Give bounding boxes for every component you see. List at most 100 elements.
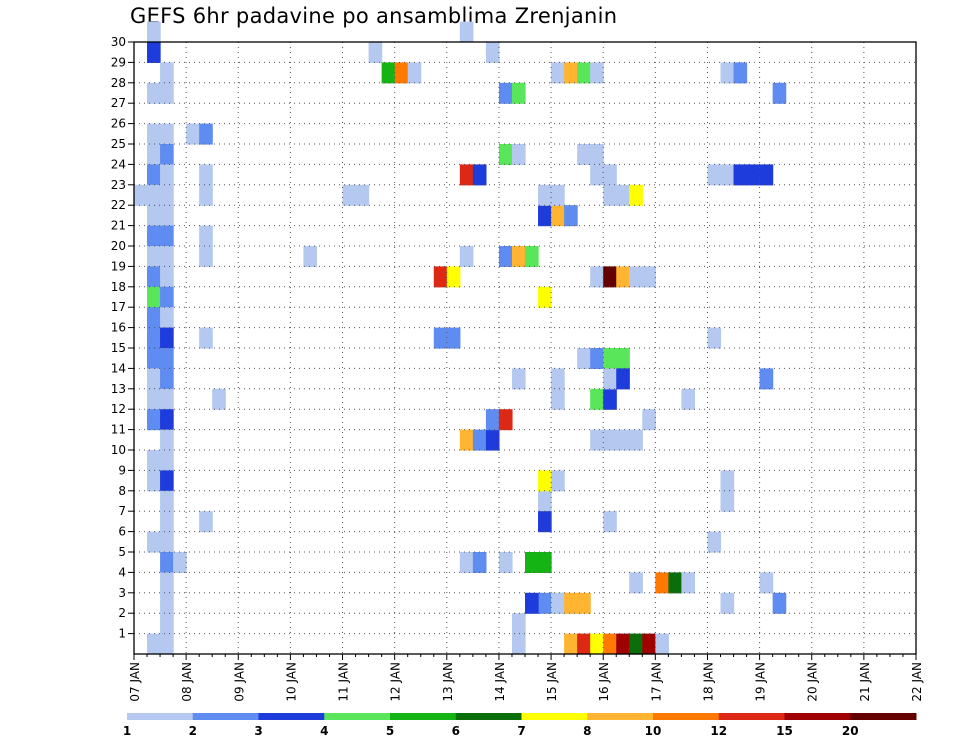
x-tick-label: 10 JAN xyxy=(284,662,298,702)
precip-cell xyxy=(629,572,643,594)
precip-cell xyxy=(199,225,213,247)
colorbar-swatch xyxy=(324,713,391,720)
precip-cell xyxy=(551,592,565,614)
precip-cell xyxy=(394,62,409,84)
precip-cell xyxy=(603,429,617,451)
precip-cell xyxy=(525,552,539,573)
precip-cell xyxy=(577,144,591,165)
colorbar-swatch xyxy=(127,713,194,720)
y-tick-label: 23 xyxy=(111,178,126,192)
y-tick-label: 10 xyxy=(111,443,126,457)
precip-cell xyxy=(707,164,722,186)
precip-cell xyxy=(147,470,161,492)
x-tick-label: 15 JAN xyxy=(545,662,559,702)
precip-cell xyxy=(564,205,578,227)
precip-cell xyxy=(160,144,174,165)
precip-cell xyxy=(590,144,604,165)
precip-cell xyxy=(147,327,161,349)
precip-cell xyxy=(407,62,422,84)
y-tick-label: 17 xyxy=(111,300,126,314)
precip-cell xyxy=(551,368,565,390)
precip-cell xyxy=(446,327,461,349)
precip-cell xyxy=(564,592,578,614)
precip-cell xyxy=(538,552,552,573)
y-tick-label: 8 xyxy=(118,484,126,498)
precip-cell xyxy=(733,164,748,186)
colorbar-swatch xyxy=(455,713,522,720)
precip-cell xyxy=(616,368,630,390)
precip-cell xyxy=(160,348,174,369)
precip-cell xyxy=(199,164,213,186)
precip-cell xyxy=(603,266,617,288)
precip-cell xyxy=(160,286,174,308)
precip-cell xyxy=(498,552,513,573)
colorbar-swatch xyxy=(587,713,654,720)
precip-cell xyxy=(147,205,161,227)
colorbar-swatch xyxy=(718,713,785,720)
y-tick-label: 4 xyxy=(118,565,126,579)
precip-cell xyxy=(511,633,526,655)
precip-cell xyxy=(603,633,617,655)
colorbar-swatch xyxy=(653,713,720,720)
precip-cell xyxy=(538,470,552,492)
precip-cell xyxy=(629,184,643,206)
x-tick-label: 09 JAN xyxy=(232,662,246,702)
precip-cell xyxy=(160,327,174,349)
precip-cell xyxy=(629,429,643,451)
precip-cell xyxy=(446,266,461,288)
precip-cell xyxy=(160,450,174,471)
colorbar-swatch xyxy=(850,713,917,720)
precip-cell xyxy=(199,184,213,206)
precip-cell xyxy=(147,388,161,410)
precip-cell xyxy=(160,552,174,573)
precip-cell xyxy=(590,633,604,655)
precip-cell xyxy=(199,327,213,349)
precip-cell xyxy=(551,62,565,84)
x-tick-label: 07 JAN xyxy=(128,662,142,702)
precip-cell xyxy=(746,164,761,186)
precip-cell xyxy=(147,225,161,247)
x-tick-label: 17 JAN xyxy=(649,662,663,702)
colorbar-label: 20 xyxy=(842,724,859,738)
x-tick-label: 16 JAN xyxy=(597,662,611,702)
y-tick-label: 20 xyxy=(111,239,126,253)
precip-cell xyxy=(642,409,656,431)
precip-cell xyxy=(134,184,148,206)
precip-cell xyxy=(538,286,552,308)
precip-cell xyxy=(511,613,526,635)
y-tick-label: 11 xyxy=(111,423,126,437)
y-tick-label: 14 xyxy=(111,361,126,375)
precip-cell xyxy=(655,572,669,594)
x-axis: 07 JAN 08 JAN 09 JAN 10 JAN 11 JAN 12 JAN 13 J… xyxy=(128,654,924,702)
precip-cell xyxy=(538,205,552,227)
precip-cell xyxy=(538,490,552,512)
x-tick-label: 20 JAN xyxy=(806,662,820,702)
precip-cell xyxy=(538,511,552,533)
precip-cell xyxy=(160,633,174,655)
precip-cell xyxy=(538,592,552,614)
precip-cell xyxy=(485,429,500,451)
precip-cell xyxy=(160,266,174,288)
precip-cell xyxy=(498,82,513,104)
precip-cell xyxy=(199,123,213,145)
precip-cell xyxy=(629,633,643,655)
precip-cell xyxy=(590,266,604,288)
precip-cell xyxy=(459,21,474,43)
precip-cell xyxy=(147,266,161,288)
y-tick-label: 24 xyxy=(111,157,126,171)
precip-cell xyxy=(160,62,174,84)
precip-cell xyxy=(511,82,526,104)
y-tick-label: 2 xyxy=(118,606,126,620)
precip-cell xyxy=(160,164,174,186)
precip-cell xyxy=(147,368,161,390)
y-tick-label: 19 xyxy=(111,259,126,273)
precip-cell xyxy=(199,246,213,267)
y-tick-label: 12 xyxy=(111,402,126,416)
precip-cell xyxy=(616,633,630,655)
colorbar-label: 7 xyxy=(517,724,525,738)
precip-cell xyxy=(759,164,774,186)
precip-cell xyxy=(720,470,735,492)
precip-cell xyxy=(538,184,552,206)
colorbar-swatch xyxy=(784,713,851,720)
